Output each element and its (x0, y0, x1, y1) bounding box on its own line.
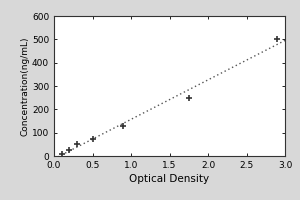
Y-axis label: Concentration(ng/mL): Concentration(ng/mL) (20, 36, 29, 136)
X-axis label: Optical Density: Optical Density (129, 174, 210, 184)
